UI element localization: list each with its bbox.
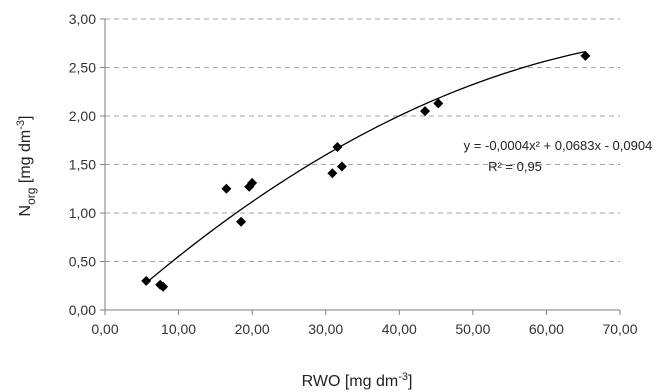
data-point (336, 161, 347, 172)
x-tick-label: 10,00 (161, 321, 196, 337)
grid-lines (105, 18, 620, 262)
y-tick-label: 0,00 (69, 302, 96, 318)
y-axis-title-sub: org (24, 188, 38, 205)
x-axis-title-close: ] (408, 373, 412, 390)
x-tick-labels: 0,00 10,00 20,00 30,00 40,00 50,00 60,00 70,00 (91, 321, 637, 337)
data-point (332, 142, 343, 153)
trendline-equation: y = -0,0004x² + 0,0683x - 0,0904 (464, 138, 653, 153)
data-point (158, 281, 169, 292)
x-axis-title: RWO [mg dm-3] (302, 371, 413, 390)
trendline (145, 50, 586, 284)
data-point (327, 168, 338, 179)
x-tick-label: 70,00 (602, 321, 637, 337)
y-tick-labels: 0,00 0,50 1,00 1,50 2,00 2,50 3,00 (69, 11, 96, 318)
y-axis-title-sup: -3 (15, 120, 27, 130)
data-point (433, 98, 444, 109)
y-tick-label: 1,50 (69, 157, 96, 173)
data-point (580, 50, 591, 61)
data-point (141, 275, 152, 286)
x-tick-label: 30,00 (308, 321, 343, 337)
y-tick-label: 3,00 (69, 11, 96, 27)
x-axis-title-main: RWO [mg dm (302, 373, 399, 390)
y-axis-title: Norg [mg dm-3] (15, 116, 38, 217)
y-tick-label: 2,00 (69, 108, 96, 124)
y-axis-title-main: N (17, 205, 34, 217)
x-axis-title-sup: -3 (398, 371, 408, 383)
x-tick-label: 50,00 (455, 321, 490, 337)
axes (100, 18, 621, 315)
x-tick-label: 20,00 (235, 321, 270, 337)
data-points (141, 50, 591, 292)
y-axis-title-close: ] (17, 116, 34, 120)
y-tick-label: 2,50 (69, 60, 96, 76)
data-point (247, 177, 258, 188)
data-point (420, 106, 431, 117)
r-squared-label: R² = 0,95 (488, 159, 542, 174)
x-tick-label: 40,00 (382, 321, 417, 337)
y-axis-title-mid: [mg dm (17, 130, 34, 188)
y-tick-label: 0,50 (69, 254, 96, 270)
x-tick-label: 60,00 (529, 321, 564, 337)
x-tick-label: 0,00 (91, 321, 118, 337)
y-tick-label: 1,00 (69, 205, 96, 221)
data-point (236, 216, 247, 227)
data-point (221, 183, 232, 194)
